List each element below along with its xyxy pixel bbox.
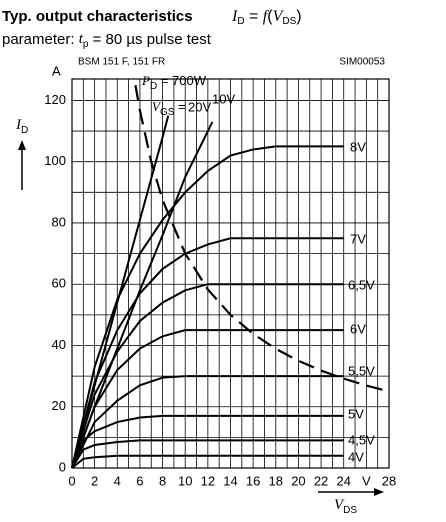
curve-label: 4,5V (348, 432, 375, 447)
x-tick-label: 22 (314, 473, 328, 488)
subtitle-part: parameter: (2, 31, 79, 48)
x-tick-label: 16 (246, 473, 260, 488)
x-tick-label: 0 (68, 473, 75, 488)
annotation: PD = 700W (141, 73, 207, 92)
formula-part: DS (282, 16, 296, 27)
x-tick-label: 12 (201, 473, 215, 488)
curve (71, 454, 344, 469)
y-tick-label: 100 (44, 153, 66, 168)
annotation-part: P (141, 73, 150, 88)
subtitle-part: = 80 µs pulse test (88, 31, 211, 48)
annotation-part: V (152, 99, 162, 114)
curve (134, 84, 390, 393)
label-part: V (334, 497, 345, 513)
formula-part: V (273, 8, 285, 25)
x-tick-label: 28 (382, 473, 396, 488)
curve (71, 237, 344, 469)
x-tick-label: 18 (269, 473, 283, 488)
x-tick-label: 10 (178, 473, 192, 488)
x-arrow-head (374, 488, 384, 496)
title-formula: ID = f(VDS) (231, 8, 302, 27)
curve (71, 439, 344, 469)
x-axis-label: VDS (334, 497, 357, 515)
x-tick-label: V (362, 473, 371, 488)
y-tick-label: 40 (52, 337, 66, 352)
curve-label: 20V (188, 99, 211, 114)
curve-label: 4V (348, 449, 364, 464)
annotation-part: GS (160, 107, 175, 118)
y-tick-label: 120 (44, 92, 66, 107)
annotation-part: = 700W (157, 73, 207, 88)
plot-frame (71, 78, 390, 469)
x-tick-label: 20 (291, 473, 305, 488)
formula-part: = (245, 8, 263, 25)
subtitle-part: t (79, 31, 84, 47)
formula-part: ( (267, 8, 273, 25)
chart-subtitle: parameter: tp = 80 µs pulse test (2, 31, 212, 50)
curve-label: 6,5V (348, 277, 375, 292)
curve-label: 8V (350, 139, 366, 154)
code-label: SIM00053 (339, 57, 385, 68)
y-axis-label: ID (15, 117, 28, 135)
y-tick-label: 80 (52, 214, 66, 229)
curve (71, 115, 170, 469)
label-part: D (21, 125, 28, 136)
x-tick-label: 8 (159, 473, 166, 488)
curve-label: 7V (350, 231, 366, 246)
curve (71, 375, 344, 469)
curve (71, 145, 344, 469)
label-part: I (15, 117, 22, 133)
curve (71, 283, 344, 469)
curve-label: 5,5V (348, 363, 375, 378)
x-tick-label: 24 (336, 473, 350, 488)
formula-part: ) (296, 8, 301, 25)
x-tick-label: 2 (91, 473, 98, 488)
y-unit: A (52, 63, 61, 78)
y-tick-label: 60 (52, 276, 66, 291)
curve (71, 414, 344, 469)
curve-label: 6V (350, 321, 366, 336)
chart-title: Typ. output characteristics (2, 8, 193, 25)
annotation: VGS = (152, 99, 186, 118)
x-tick-label: 14 (223, 473, 237, 488)
curve (71, 121, 214, 469)
formula-part: D (237, 16, 244, 27)
annotation-part: = (174, 99, 185, 114)
formula-part: f (263, 8, 270, 25)
x-tick-label: 6 (136, 473, 143, 488)
device-label: BSM 151 F, 151 FR (78, 57, 165, 68)
formula-part: I (231, 8, 238, 25)
curve (71, 329, 344, 469)
y-tick-label: 0 (59, 459, 66, 474)
subtitle-part: p (83, 39, 89, 50)
annotation-part: D (150, 81, 157, 92)
x-tick-label: 4 (114, 473, 121, 488)
label-part: DS (343, 505, 357, 516)
curve-label: 5V (348, 406, 364, 421)
y-arrow-head (18, 140, 26, 150)
curve-label: 10V (212, 91, 235, 106)
y-tick-label: 20 (52, 398, 66, 413)
